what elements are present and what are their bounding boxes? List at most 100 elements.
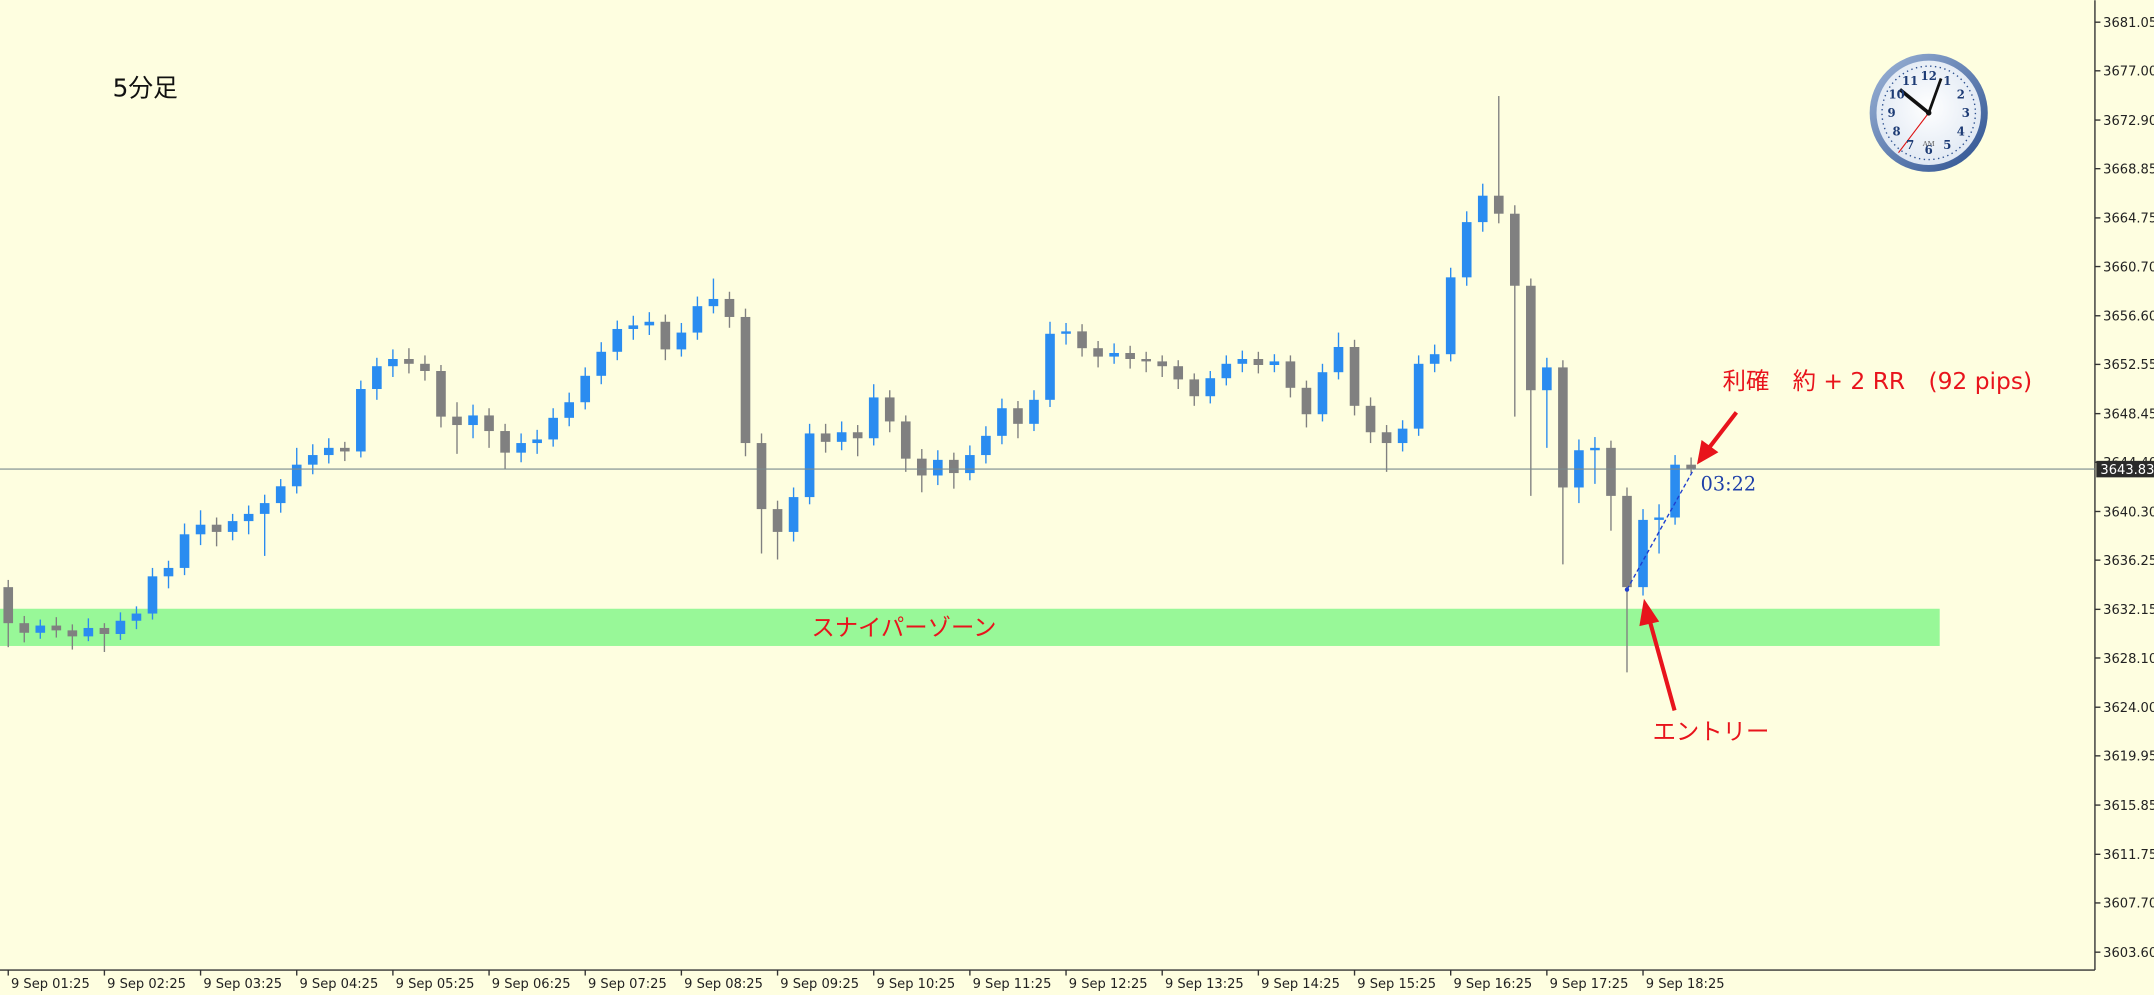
entry-label: エントリー (1653, 717, 1770, 745)
y-tick-label: 3672.90 (2103, 114, 2154, 129)
candle-body (1542, 367, 1552, 391)
candle-body (195, 524, 206, 535)
candle-body (1221, 363, 1232, 379)
candle-body (532, 439, 542, 444)
candle-body (356, 389, 366, 452)
candle-body (900, 421, 911, 459)
candle-body (1670, 464, 1680, 518)
x-tick-label: 9 Sep 18:25 (1646, 977, 1725, 992)
candle-body (1654, 517, 1664, 520)
y-tick-label: 3660.70 (2103, 260, 2154, 275)
y-tick-label: 3640.30 (2103, 505, 2154, 520)
candle-body (1622, 495, 1632, 588)
clock-am: AM (1922, 140, 1935, 148)
candle-body (981, 435, 991, 456)
y-tick-label: 3632.15 (2103, 603, 2154, 618)
take-profit-arrow (1707, 411, 1739, 450)
candle-body (852, 432, 863, 439)
candle-body (484, 415, 494, 432)
candle-body (1077, 331, 1087, 349)
candle-body (1189, 379, 1200, 397)
candle-body (243, 513, 254, 522)
candle-body (548, 417, 558, 440)
candle-body (1093, 348, 1103, 357)
zone-layer: スナイパーゾーン (0, 608, 1940, 646)
candle-body (179, 534, 190, 568)
candle-body (1301, 387, 1312, 415)
candle-body (868, 397, 879, 439)
candle-body (259, 503, 270, 514)
candle-body (275, 486, 286, 504)
x-tick-label: 9 Sep 15:25 (1357, 977, 1436, 992)
x-tick-label: 9 Sep 07:25 (588, 977, 667, 992)
clock-ticks (1881, 65, 1977, 161)
candle-body (420, 363, 430, 372)
candle-body (949, 459, 959, 474)
take-profit-arrow-head (1696, 439, 1719, 465)
entry-arrow-head (1639, 598, 1660, 627)
candle-body (1317, 372, 1328, 415)
candle-body (291, 464, 302, 487)
y-tick-label: 3615.85 (2103, 799, 2154, 814)
clock-number: 10 (1888, 87, 1904, 101)
candle-body (1125, 352, 1135, 359)
candle-body (612, 328, 623, 352)
clock-number: 6 (1925, 143, 1933, 157)
candle-body (1606, 447, 1616, 496)
candle-body (916, 458, 927, 476)
candle-body (1029, 399, 1039, 424)
arrows (1639, 411, 1739, 711)
candle-body (580, 375, 591, 403)
candle-body (3, 587, 14, 624)
candle-body (1365, 405, 1376, 433)
candle-body (1269, 361, 1280, 366)
x-tick-label: 9 Sep 16:25 (1453, 977, 1532, 992)
candle-body (1061, 331, 1071, 334)
candle-body (227, 521, 238, 532)
candle-body (1349, 346, 1360, 406)
candle-body (724, 298, 735, 317)
x-tick-label: 9 Sep 02:25 (107, 977, 186, 992)
candle-body (404, 358, 414, 364)
candle-body (1381, 432, 1392, 444)
candle-body (1477, 195, 1488, 223)
candle-body (1045, 333, 1055, 400)
y-tick-label: 3619.95 (2103, 750, 2154, 765)
candle-body (115, 620, 126, 634)
candle-body (756, 443, 767, 510)
candle-body (67, 630, 78, 637)
x-tick-label: 9 Sep 14:25 (1261, 977, 1340, 992)
y-tick-label: 3611.75 (2103, 848, 2154, 863)
candle-body (468, 415, 478, 426)
candle-body (997, 408, 1007, 436)
candle-body (1013, 408, 1023, 424)
sniper-zone (0, 608, 1940, 646)
candle-body (804, 433, 815, 498)
take-profit-label: 利確 約 + 2 RR (92 pips) (1723, 367, 2032, 395)
y-tick-label: 3628.10 (2103, 652, 2154, 667)
y-tick-label: 3648.45 (2103, 407, 2154, 422)
clock-second-hand (1898, 112, 1930, 154)
candle-body (644, 321, 655, 326)
x-tick-label: 9 Sep 17:25 (1550, 977, 1629, 992)
x-tick-label: 9 Sep 04:25 (299, 977, 378, 992)
trade-line (1626, 468, 1695, 590)
clock-number: 5 (1943, 138, 1951, 152)
candle-body (1461, 222, 1472, 278)
candle-body (1590, 447, 1600, 451)
candle-body (740, 316, 751, 444)
candle-body (692, 306, 703, 333)
candle-body (1493, 195, 1504, 214)
x-tick-label: 9 Sep 05:25 (396, 977, 475, 992)
candle-body (147, 576, 158, 614)
candle-body (372, 366, 382, 390)
candle-body (564, 402, 575, 418)
candle-body (436, 371, 446, 417)
candle-body (1686, 464, 1696, 470)
candle-body (1445, 277, 1456, 355)
clock-minute-hand (1927, 78, 1943, 114)
candle-body (1558, 367, 1568, 488)
candle-body (1333, 346, 1344, 373)
